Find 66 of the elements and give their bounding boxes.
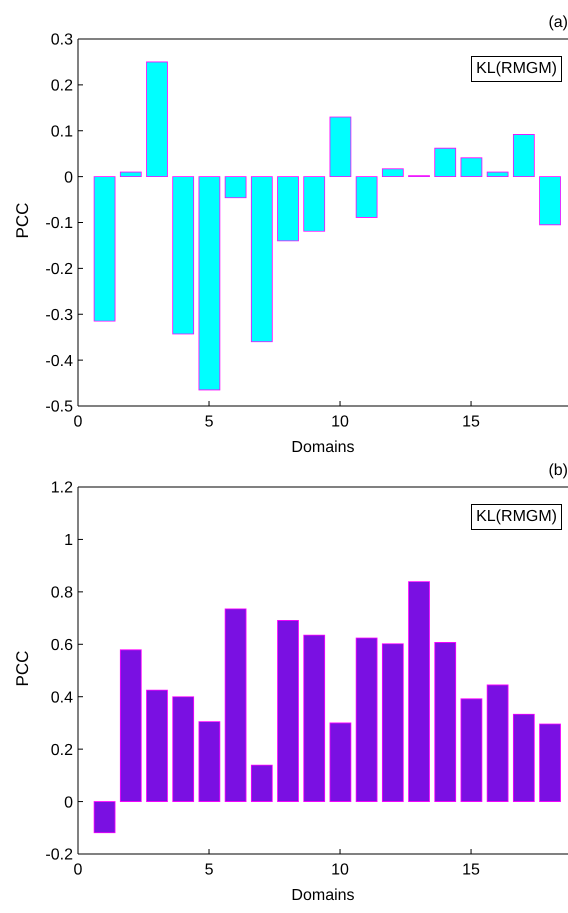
x-tick-label: 15 bbox=[462, 413, 480, 430]
y-tick-label: 0 bbox=[64, 169, 74, 186]
y-tick-label: 0.2 bbox=[50, 742, 74, 759]
chart-title: (b) bbox=[548, 462, 568, 480]
bar bbox=[198, 176, 220, 390]
y-tick-label: -0.2 bbox=[45, 846, 74, 864]
bar bbox=[94, 801, 116, 834]
bar bbox=[277, 176, 299, 242]
bar bbox=[146, 62, 168, 178]
bar bbox=[303, 634, 326, 802]
bar bbox=[250, 764, 273, 802]
bar bbox=[486, 172, 509, 178]
y-tick-label: -0.1 bbox=[45, 215, 74, 232]
bar bbox=[330, 116, 352, 178]
y-tick-label: 0.4 bbox=[50, 689, 74, 706]
bar bbox=[460, 157, 482, 178]
y-axis-title: PCC bbox=[13, 202, 32, 238]
y-tick-label: 0.2 bbox=[50, 78, 74, 95]
y-tick-label: 0.1 bbox=[50, 123, 74, 140]
x-tick-label: 10 bbox=[331, 413, 350, 430]
bar bbox=[172, 176, 194, 334]
bar bbox=[434, 148, 456, 178]
bar bbox=[434, 642, 456, 802]
y-tick-label: -0.3 bbox=[45, 306, 74, 324]
bar bbox=[120, 649, 142, 802]
bar bbox=[224, 176, 246, 198]
bar bbox=[172, 696, 194, 802]
bar bbox=[146, 690, 168, 802]
bar bbox=[356, 638, 378, 802]
bar bbox=[330, 722, 352, 802]
y-axis-title: PCC bbox=[13, 650, 32, 686]
annotation: KL(RMGM) bbox=[471, 56, 562, 82]
x-axis-title: Domains bbox=[291, 439, 355, 456]
y-tick-label: 1.2 bbox=[50, 480, 74, 497]
bar bbox=[277, 620, 299, 802]
bar bbox=[303, 176, 326, 232]
y-tick-label: -0.4 bbox=[45, 352, 74, 370]
x-tick-label: 10 bbox=[331, 861, 350, 878]
y-tick-label: 0.3 bbox=[50, 32, 74, 49]
bar bbox=[486, 684, 509, 802]
y-tick-label: -0.2 bbox=[45, 261, 74, 278]
bar bbox=[224, 608, 246, 802]
y-tick-label: 1 bbox=[64, 532, 74, 550]
bar bbox=[512, 714, 535, 802]
bar bbox=[356, 176, 378, 218]
y-tick-label: 0.8 bbox=[50, 584, 74, 602]
x-tick-label: 15 bbox=[462, 861, 480, 878]
chart-title: (a) bbox=[548, 14, 568, 32]
bar bbox=[460, 698, 482, 802]
bar bbox=[539, 724, 561, 802]
annotation: KL(RMGM) bbox=[471, 504, 562, 530]
bar bbox=[120, 172, 142, 178]
bar bbox=[94, 176, 116, 322]
bar bbox=[382, 643, 404, 802]
bar bbox=[512, 134, 535, 178]
bar bbox=[198, 721, 220, 802]
x-tick-label: 5 bbox=[204, 861, 214, 878]
x-axis-title: Domains bbox=[291, 887, 355, 904]
bar bbox=[539, 176, 561, 226]
bar bbox=[408, 581, 430, 802]
y-tick-label: -0.5 bbox=[45, 398, 74, 416]
bar bbox=[250, 176, 273, 342]
bar bbox=[382, 168, 404, 178]
y-tick-label: 0.6 bbox=[50, 636, 74, 654]
y-tick-label: 0 bbox=[64, 794, 74, 812]
x-tick-label: 5 bbox=[204, 413, 214, 430]
